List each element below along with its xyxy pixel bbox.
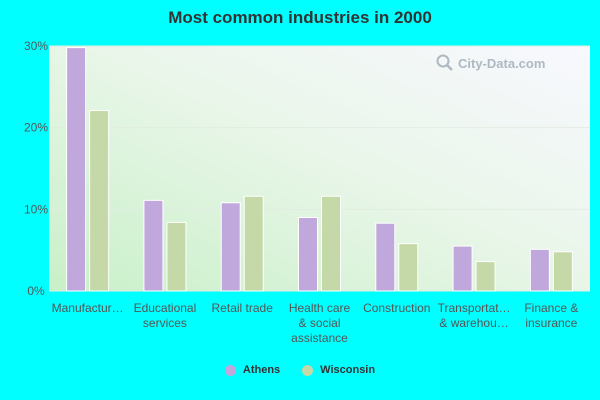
category-label: Manufactur… xyxy=(52,301,124,315)
category-label: Retail trade xyxy=(212,301,274,315)
magnifier-icon xyxy=(436,54,453,71)
y-tick-label: 0% xyxy=(27,284,45,298)
legend-label-wisconsin: Wisconsin xyxy=(320,364,376,376)
bar-wisconsin xyxy=(552,251,573,292)
category-label: Construction xyxy=(363,301,430,315)
y-tick-label: 20% xyxy=(24,121,48,135)
bar-wisconsin xyxy=(321,195,341,292)
bar-athens xyxy=(143,199,164,292)
chart-title: Most common industries in 2000 xyxy=(168,8,432,27)
watermark: City-Data.com xyxy=(436,54,545,72)
plot-background xyxy=(49,46,590,291)
legend-item-athens: Athens xyxy=(224,364,281,376)
legend: Athens Wisconsin xyxy=(0,364,600,376)
bar-wisconsin xyxy=(243,195,264,292)
bar-athens xyxy=(66,47,87,292)
category-label: Transportat… & warehou… xyxy=(438,301,511,330)
bar-wisconsin xyxy=(475,261,496,292)
category-label: Finance & insurance xyxy=(524,301,578,330)
watermark-text: City-Data.com xyxy=(458,55,546,71)
legend-item-wisconsin: Wisconsin xyxy=(302,364,375,376)
legend-swatch-wisconsin xyxy=(302,364,314,376)
bar-wisconsin xyxy=(398,243,419,292)
bar-athens xyxy=(452,245,473,292)
bar-athens xyxy=(298,217,318,292)
bar-athens xyxy=(375,222,396,292)
legend-swatch-athens xyxy=(224,364,236,376)
y-tick-label: 30% xyxy=(24,39,48,53)
y-tick-label: 10% xyxy=(24,202,48,216)
bar-wisconsin xyxy=(89,110,110,292)
category-label: Educational services xyxy=(134,301,197,330)
bar-wisconsin xyxy=(166,221,187,292)
bar-athens xyxy=(220,202,241,292)
legend-label-athens: Athens xyxy=(242,364,281,376)
category-label: Health care & social assistance xyxy=(289,301,351,345)
bar-athens xyxy=(529,248,550,292)
